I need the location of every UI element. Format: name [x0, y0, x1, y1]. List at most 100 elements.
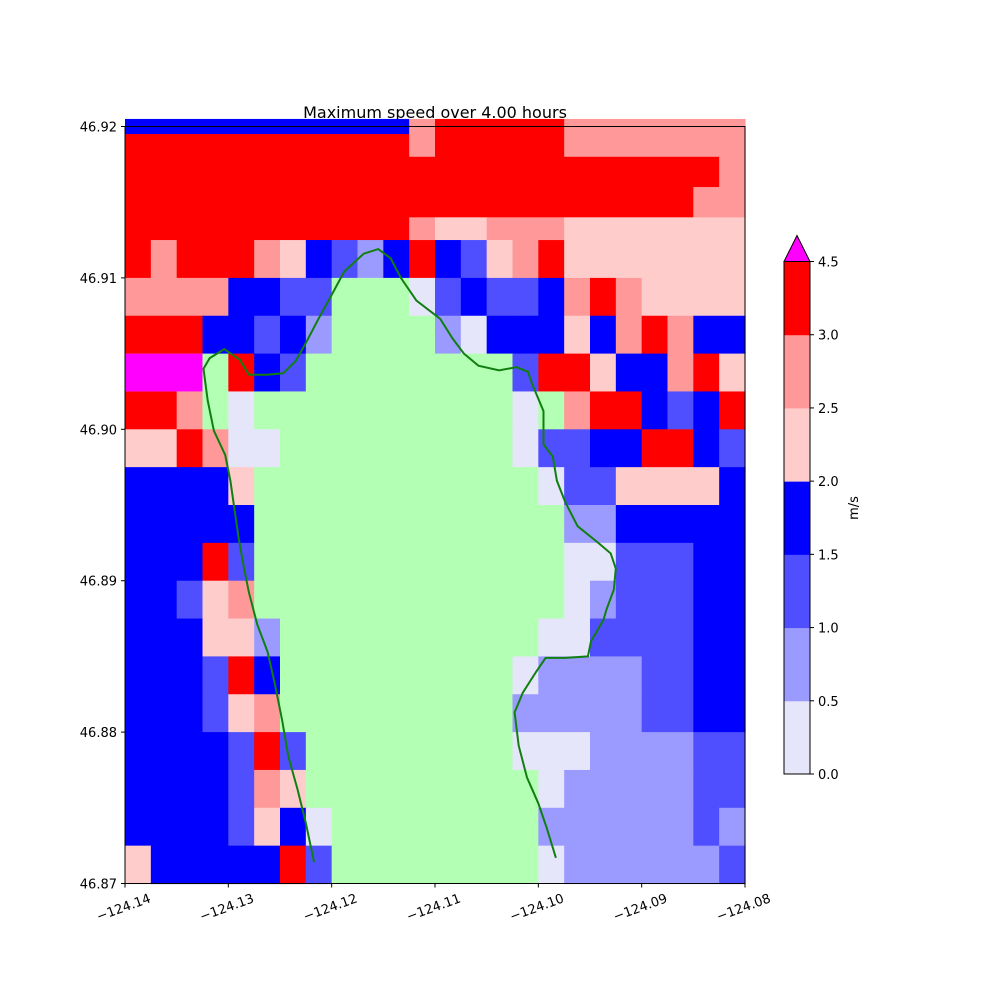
heatmap-cell	[125, 542, 204, 582]
colorbar-segment	[784, 334, 810, 409]
heatmap-cell	[615, 353, 669, 377]
heatmap-cell	[615, 542, 694, 582]
heatmap-cell	[564, 845, 720, 885]
heatmap-cell	[564, 429, 591, 468]
heatmap-cell	[564, 240, 746, 279]
colorbar-tick-label: 0.0	[818, 768, 839, 783]
heatmap-cell	[719, 134, 746, 158]
heatmap-cell	[719, 845, 746, 885]
heatmap-cell	[125, 580, 178, 620]
heatmap-cell	[693, 467, 720, 506]
heatmap-cell	[719, 353, 746, 377]
heatmap-cell	[564, 542, 617, 582]
heatmap-cell	[693, 618, 746, 657]
heatmap-cell	[409, 187, 436, 203]
heatmap-cell	[486, 202, 565, 218]
heatmap-cell	[125, 618, 204, 657]
colorbar-segment	[784, 700, 810, 775]
heatmap-cell	[693, 376, 720, 393]
heatmap-cell	[280, 694, 514, 733]
heatmap-cell	[331, 187, 410, 203]
heatmap-cell	[125, 391, 178, 430]
heatmap-cell	[693, 542, 746, 582]
heatmap-cell	[435, 187, 488, 203]
heatmap-cell	[125, 467, 229, 506]
y-tick-label: 46.87	[80, 878, 117, 893]
heatmap-cell	[538, 277, 565, 317]
colorbar-tick-label: 1.5	[818, 548, 839, 563]
heatmap-cell	[305, 156, 410, 188]
heatmap-cell	[486, 315, 514, 355]
shoreline-line	[202, 247, 617, 863]
heatmap-cell	[460, 240, 488, 279]
x-tick-label: −124.12	[301, 892, 359, 925]
heatmap-cell	[641, 391, 669, 430]
heatmap-cell	[512, 376, 539, 393]
heatmap-cell	[228, 542, 255, 582]
heatmap-cell	[331, 845, 539, 885]
heatmap-cell	[590, 429, 643, 468]
colorbar: 0.0 0.5 1.0 1.5 2.0 2.5 3.0 4.5	[783, 234, 839, 783]
heatmap-cell	[176, 391, 204, 430]
colorbar-segment	[784, 261, 810, 336]
heatmap-cell	[590, 580, 617, 620]
heatmap-cell	[538, 429, 565, 468]
heatmap-cell	[590, 353, 617, 377]
x-tick-label: −124.10	[508, 892, 566, 925]
colorbar-tick-label: 1.0	[818, 622, 839, 637]
heatmap-cell	[305, 769, 539, 809]
heatmap-cell	[641, 694, 694, 733]
heatmap-cell	[228, 217, 281, 241]
x-axis: −124.14 −124.13 −124.12 −124.11 −124.10 −124.…	[95, 883, 773, 925]
heatmap-cell	[667, 315, 694, 355]
heatmap-cell	[331, 217, 410, 241]
heatmap-cell	[719, 429, 746, 468]
heatmap-cell	[125, 240, 152, 279]
heatmap-cell	[641, 656, 694, 695]
heatmap-cell	[512, 429, 539, 468]
heatmap-cell	[538, 240, 565, 279]
x-tick-label: −124.13	[198, 892, 256, 925]
heatmap-cell	[564, 134, 720, 158]
colorbar-segment	[784, 481, 810, 555]
heatmap-cell	[125, 202, 229, 218]
heatmap-cell	[615, 376, 669, 393]
heatmap-cell	[383, 240, 410, 279]
heatmap-cell	[305, 134, 410, 158]
x-tick-label: −124.14	[95, 892, 153, 925]
heatmap-cell	[331, 202, 410, 218]
heatmap-cell	[564, 580, 591, 620]
heatmap-cell	[280, 187, 333, 203]
heatmap-cell	[693, 769, 746, 809]
heatmap-cell	[228, 694, 255, 733]
heatmap-cell	[254, 376, 281, 393]
heatmap-cell	[719, 156, 746, 188]
heatmap-cell	[228, 656, 255, 695]
heatmap-cell	[512, 694, 643, 733]
heatmap-cell	[228, 429, 281, 468]
heatmap-cell	[305, 845, 333, 885]
heatmap-cell	[202, 618, 255, 657]
heatmap-cell	[641, 277, 746, 317]
heatmap-cell	[125, 807, 229, 847]
colorbar-segment	[784, 627, 810, 702]
heatmap-cell	[202, 656, 229, 695]
heatmap-cell	[125, 134, 307, 158]
y-tick-label: 46.88	[80, 726, 117, 741]
heatmap-cell	[590, 277, 617, 317]
heatmap-cell	[435, 156, 565, 188]
heatmap-cell	[228, 187, 281, 203]
heatmap-cell	[693, 391, 720, 430]
colorbar-tick-label: 2.0	[818, 475, 839, 490]
heatmap-cell	[615, 277, 643, 317]
heatmap-cell	[512, 315, 565, 355]
heatmap-cell	[486, 187, 565, 203]
heatmap-cell	[125, 656, 204, 695]
heatmap-cell	[409, 134, 436, 158]
heatmap-cell	[693, 315, 746, 355]
heatmap-cell	[280, 376, 307, 393]
heatmap-cell	[125, 315, 204, 355]
heatmap-cell	[125, 694, 204, 733]
heatmap-cell	[125, 156, 307, 188]
